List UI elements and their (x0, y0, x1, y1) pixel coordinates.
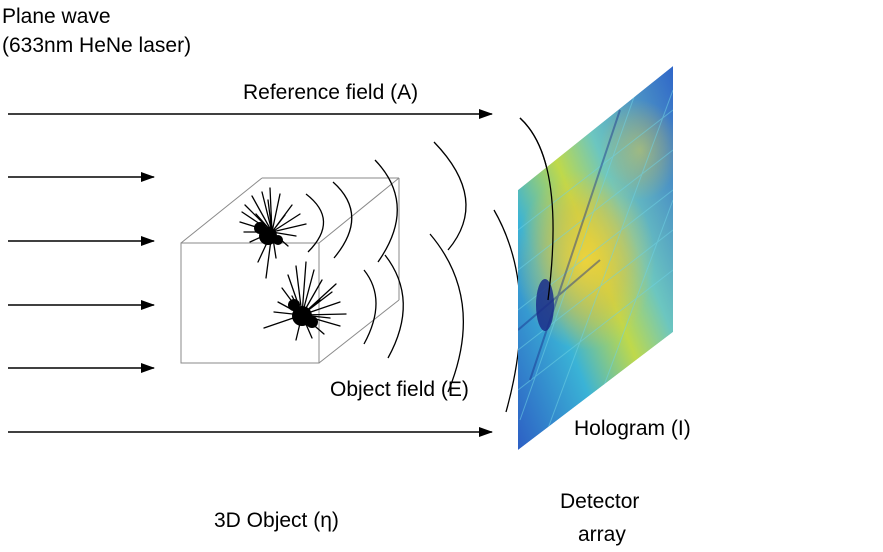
object-field-wavefronts (305, 141, 522, 413)
object-field-label: Object field (E) (330, 378, 469, 401)
particle-cluster-2 (263, 261, 347, 341)
detector-incidence-lines (519, 117, 554, 301)
detector-label-line1: Detector (560, 490, 640, 513)
reference-field-label: Reference field (A) (243, 81, 419, 104)
object-label: 3D Object (η) (214, 509, 339, 532)
particle-cluster-1 (239, 187, 307, 279)
object-box (180, 177, 400, 364)
source-label-line2: (633nm HeNe laser) (2, 34, 192, 57)
source-label-line1: Plane wave (2, 5, 111, 28)
plane-wave-arrows (8, 109, 493, 437)
detector-label-line2: array (578, 523, 626, 546)
hologram-panel (518, 66, 673, 450)
hologram-label: Hologram (I) (574, 417, 691, 440)
